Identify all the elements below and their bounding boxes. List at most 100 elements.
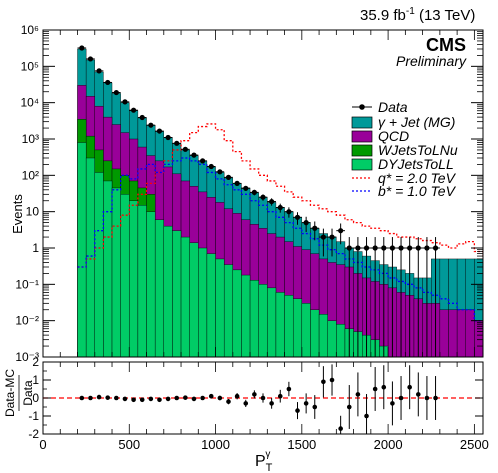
x-tick-label: 0 [39, 437, 46, 452]
data-point [243, 185, 249, 191]
ratio-point [346, 404, 352, 410]
data-point [389, 245, 396, 251]
dyjets-bar [94, 172, 104, 357]
data-point [312, 225, 318, 231]
data-point [398, 245, 404, 251]
main-histograms [77, 45, 498, 357]
qcd-bar [456, 309, 466, 357]
ratio-y-tick-label: -2 [28, 427, 39, 441]
ratio-point [139, 397, 145, 403]
data-point [96, 68, 102, 74]
dyjets-bar [189, 242, 199, 357]
bstar-line [77, 157, 483, 322]
ratio-y-tick-label: 2 [32, 355, 39, 369]
dyjets-bar [327, 320, 337, 357]
ratio-point [243, 401, 249, 406]
ratio-point [355, 392, 361, 397]
y-tick-label: 10⁴ [20, 96, 39, 110]
data-point [407, 245, 413, 251]
ratio-point [321, 379, 326, 385]
legend-data-label: Data [378, 99, 408, 115]
data-point [130, 107, 137, 113]
ratio-point [217, 395, 223, 401]
ratio-point [88, 395, 93, 401]
ratio-point [329, 377, 335, 383]
dyjets-bar [258, 284, 268, 357]
ratio-point [433, 395, 438, 401]
dyjets-bar [215, 258, 225, 357]
legend-wjets-swatch [351, 144, 373, 157]
dyjets-bar [318, 314, 328, 357]
dyjets-bar [223, 264, 234, 357]
ratio-point [286, 386, 292, 392]
ratio-point [165, 396, 171, 402]
xlabel: PTγ [255, 449, 273, 473]
dyjets-bar [154, 219, 164, 357]
dyjets-bar [275, 292, 285, 357]
data-point [346, 245, 352, 251]
ratio-point [174, 395, 180, 401]
y-tick-label: 10⁻¹ [15, 277, 39, 291]
ratio-point [295, 408, 300, 413]
ratio-point [260, 395, 266, 401]
data-point [148, 122, 154, 128]
data-point [87, 56, 94, 62]
dyjets-bar [103, 180, 113, 357]
data-point [122, 99, 128, 105]
ratio-point [390, 401, 395, 406]
dyjets-bar [146, 211, 156, 357]
data-point [260, 194, 266, 200]
x-tick-label: 1000 [201, 437, 230, 452]
x-tick-label: 500 [118, 437, 140, 452]
ratio-point [157, 397, 162, 403]
legend-gjet-swatch [351, 116, 373, 129]
dyjets-bar [267, 287, 277, 357]
gjet-bar [492, 259, 498, 357]
dyjets-bar [284, 295, 294, 357]
qcd-bar [492, 321, 498, 357]
y-tick-label: 1 [32, 241, 39, 255]
data-point [200, 158, 206, 164]
dyjets-bar [77, 142, 87, 357]
y-tick-label: 10 [26, 205, 40, 219]
dyjets-bar [129, 200, 139, 357]
data-point [234, 180, 240, 186]
y-tick-label: 10³ [22, 132, 39, 146]
data-point [225, 174, 232, 180]
qcd-bar [482, 320, 483, 357]
dyjets-bar [310, 309, 320, 357]
dyjets-bar [206, 253, 216, 357]
legend-qcd-label: QCD [378, 128, 409, 144]
x-tick-label: 1500 [287, 437, 316, 452]
legend-bstar-label: b* = 1.0 TeV [378, 183, 457, 199]
ratio-point [122, 396, 128, 402]
ratio-ylabel-num: Data-MC [3, 369, 17, 417]
data-point [415, 245, 421, 251]
data-point [294, 214, 301, 220]
dyjets-bar [249, 279, 259, 357]
ratio-point [398, 395, 404, 401]
ratio-point [415, 392, 421, 397]
ratio-point [191, 396, 197, 402]
data-point [156, 128, 163, 134]
ratio-point [96, 394, 102, 400]
ratio-point [338, 426, 343, 431]
dyjets-bar [120, 194, 130, 357]
ratio-point [105, 395, 111, 400]
gjet-bar [482, 258, 483, 357]
ratio-point [424, 395, 430, 401]
main-frame [42, 29, 484, 358]
y-tick-label: 10⁻² [15, 314, 39, 328]
data-point [424, 245, 430, 251]
ratio-point [148, 396, 154, 402]
data-point [191, 152, 197, 158]
ratio-point [131, 397, 136, 403]
data-point [269, 198, 275, 205]
data-point [217, 169, 223, 175]
ratio-point [407, 384, 412, 390]
data-point [432, 245, 439, 251]
ratio-y-tick-label: -1 [28, 409, 39, 423]
data-point [113, 89, 119, 96]
ratio-point [226, 399, 231, 404]
